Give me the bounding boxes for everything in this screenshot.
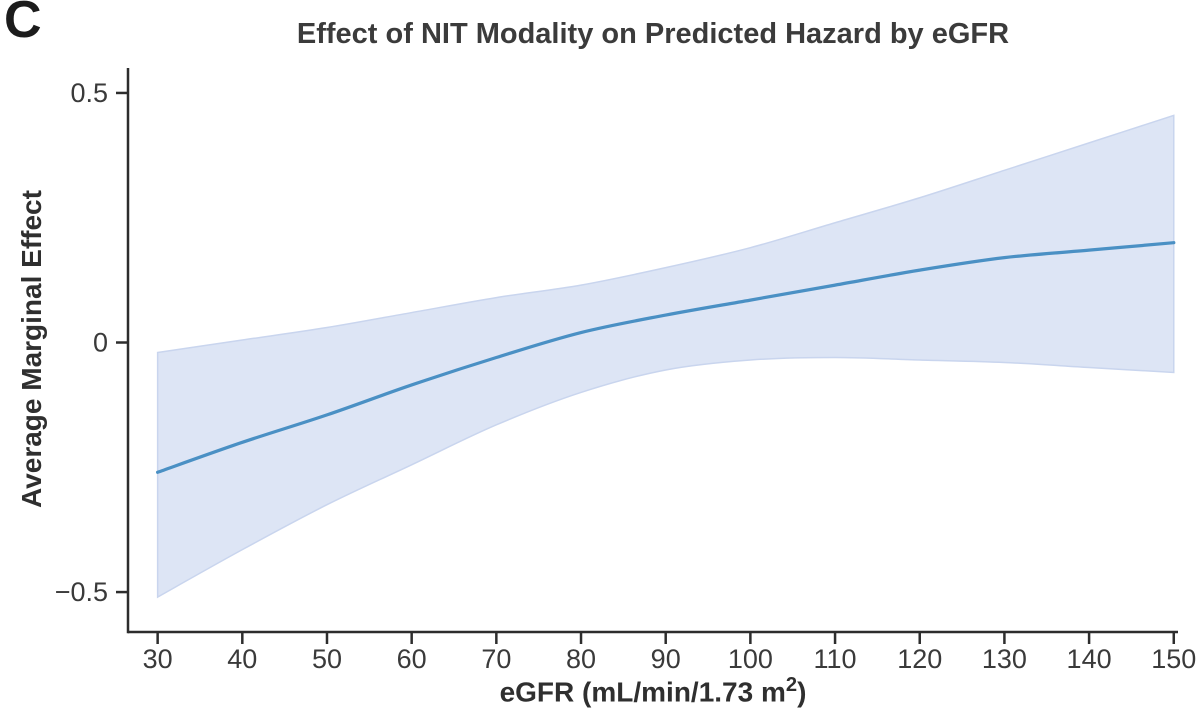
x-axis-label-prefix: eGFR (mL/min/1.73 m xyxy=(499,676,786,708)
chart-title: Effect of NIT Modality on Predicted Haza… xyxy=(296,18,1010,50)
x-tick-label: 150 xyxy=(1151,644,1196,674)
x-tick-label: 40 xyxy=(227,644,257,674)
x-tick-label: 90 xyxy=(651,644,681,674)
x-tick-label: 100 xyxy=(728,644,773,674)
x-tick-label: 120 xyxy=(897,644,942,674)
x-tick-label: 30 xyxy=(143,644,173,674)
confidence-band xyxy=(156,114,1175,599)
x-axis-label-suffix: ) xyxy=(797,676,807,708)
x-tick-label: 60 xyxy=(397,644,427,674)
x-tick-label: 50 xyxy=(312,644,342,674)
x-tick-label: 140 xyxy=(1067,644,1112,674)
y-tick-label: 0.5 xyxy=(70,78,108,108)
x-tick-label: 110 xyxy=(814,644,857,674)
x-tick-label: 130 xyxy=(982,644,1027,674)
x-axis-label-superscript: 2 xyxy=(785,674,798,696)
panel-label: C xyxy=(4,0,42,49)
y-tick-label: 0 xyxy=(93,328,108,358)
x-axis-label: eGFR (mL/min/1.73 m2) xyxy=(128,674,1178,708)
marginal-effect-line xyxy=(156,241,1176,474)
x-tick-label: 80 xyxy=(566,644,596,674)
x-tick-label: 70 xyxy=(481,644,511,674)
y-tick-label: −0.5 xyxy=(55,577,108,607)
